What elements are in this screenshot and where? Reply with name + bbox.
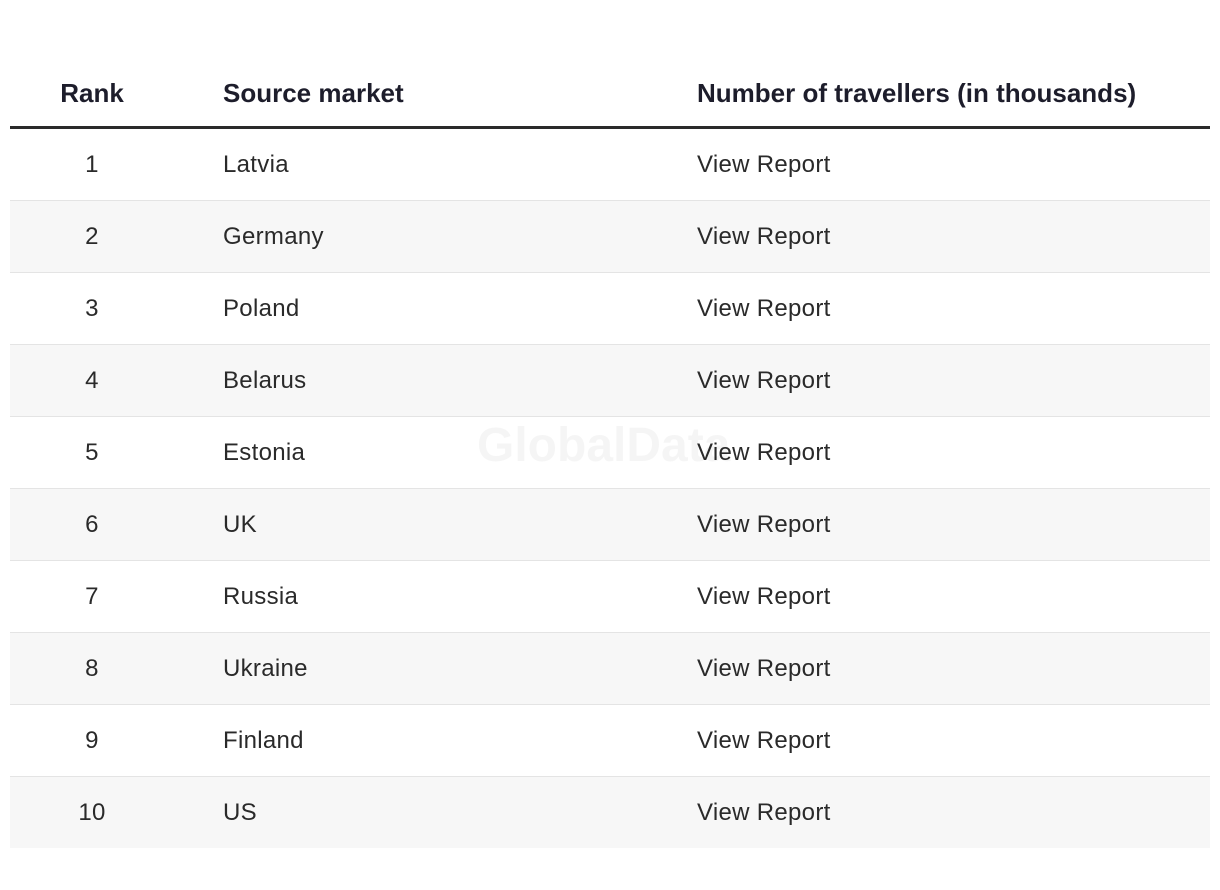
market-cell: Finland xyxy=(174,704,648,777)
column-header: Source market xyxy=(174,60,648,129)
market-cell: Germany xyxy=(174,200,648,273)
rank-cell: 2 xyxy=(10,200,174,273)
market-cell: Russia xyxy=(174,560,648,633)
table-row: 4 Belarus View Report xyxy=(10,344,1210,417)
table-row: 1 Latvia View Report xyxy=(10,127,1210,201)
market-cell: Poland xyxy=(174,272,648,345)
market-cell: UK xyxy=(174,488,648,561)
report-link[interactable]: View Report xyxy=(648,127,1210,201)
rank-cell: 10 xyxy=(10,776,174,848)
data-table: Rank Source market Number of travellers (i… xyxy=(10,60,1210,848)
report-link[interactable]: View Report xyxy=(648,704,1210,777)
table-row: 6 UK View Report xyxy=(10,488,1210,561)
market-cell: Ukraine xyxy=(174,632,648,705)
rank-cell: 3 xyxy=(10,272,174,345)
rank-cell: 5 xyxy=(10,416,174,489)
table-row: 2 Germany View Report xyxy=(10,200,1210,273)
market-cell: Belarus xyxy=(174,344,648,417)
rank-cell: 8 xyxy=(10,632,174,705)
market-cell: Latvia xyxy=(174,127,648,201)
report-link[interactable]: View Report xyxy=(648,416,1210,489)
table-body: 1 Latvia View Report 2 Germany View Report 3 Po… xyxy=(10,127,1210,848)
rank-cell: 9 xyxy=(10,704,174,777)
table-row: 10 US View Report xyxy=(10,776,1210,848)
table-row: 3 Poland View Report xyxy=(10,272,1210,345)
report-link[interactable]: View Report xyxy=(648,344,1210,417)
market-cell: US xyxy=(174,776,648,848)
header-row: Rank Source market Number of travellers (i… xyxy=(10,60,1210,129)
column-header: Rank xyxy=(10,60,174,129)
report-link[interactable]: View Report xyxy=(648,488,1210,561)
report-link[interactable]: View Report xyxy=(648,560,1210,633)
column-header: Number of travellers (in thousands) xyxy=(648,60,1210,129)
report-link[interactable]: View Report xyxy=(648,200,1210,273)
rank-cell: 1 xyxy=(10,127,174,201)
report-link[interactable]: View Report xyxy=(648,632,1210,705)
report-link[interactable]: View Report xyxy=(648,776,1210,848)
table-row: 7 Russia View Report xyxy=(10,560,1210,633)
rank-cell: 7 xyxy=(10,560,174,633)
rank-cell: 6 xyxy=(10,488,174,561)
market-cell: Estonia xyxy=(174,416,648,489)
table-head: Rank Source market Number of travellers (i… xyxy=(10,60,1210,129)
table-row: 5 Estonia View Report xyxy=(10,416,1210,489)
table-row: 9 Finland View Report xyxy=(10,704,1210,777)
table-row: 8 Ukraine View Report xyxy=(10,632,1210,705)
report-link[interactable]: View Report xyxy=(648,272,1210,345)
rank-cell: 4 xyxy=(10,344,174,417)
